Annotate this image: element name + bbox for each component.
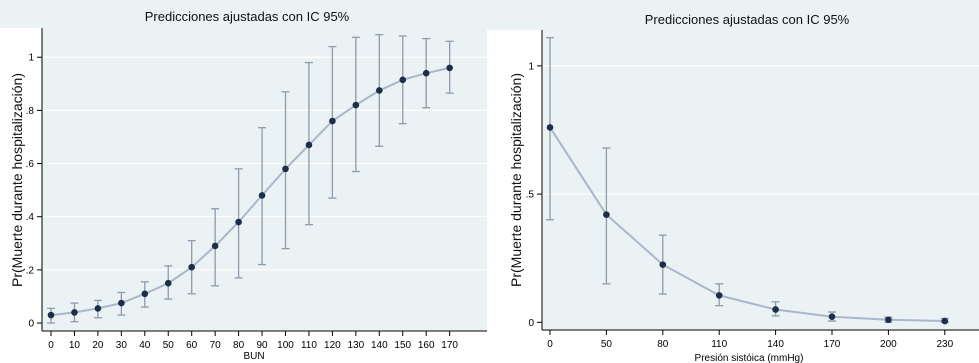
gridlines (542, 65, 979, 195)
x-tick-label: 50 (601, 339, 613, 350)
data-point (71, 309, 78, 316)
data-point (235, 218, 242, 226)
x-tick-label: 70 (210, 340, 222, 351)
x-tick-label: 30 (116, 340, 128, 351)
x-tick-label: 10 (69, 340, 81, 351)
x-tick-label: 140 (767, 339, 784, 350)
data-point (329, 117, 336, 125)
x-tick-label: 160 (418, 340, 435, 351)
y-ticks: 0.51 (526, 61, 542, 329)
data-point (603, 211, 610, 218)
x-tick-label: 230 (936, 339, 953, 350)
x-tick-label: 80 (657, 339, 669, 350)
chart-bun-svg: 0 .2 .4 .6 .8 1 0 10 20 30 40 50 60 70 80 90 100 110 120 1… (0, 0, 487, 362)
data-point (885, 316, 892, 324)
x-tick-label: 170 (441, 340, 458, 351)
data-point (118, 299, 125, 307)
data-point (211, 242, 219, 250)
data-point (305, 141, 313, 149)
x-tick-label: 140 (371, 340, 388, 351)
chart-title: Predicciones ajustadas con IC 95% (145, 9, 350, 24)
x-tick-label: 0 (48, 340, 54, 351)
plot-area (542, 30, 979, 330)
y-tick-label: .6 (26, 159, 35, 170)
x-ticks: 0 10 20 30 40 50 60 70 80 90 100 110 120 130 140 150 160… (48, 331, 458, 351)
data-point (546, 124, 554, 131)
data-point (659, 261, 667, 268)
fit-line (50, 66, 450, 317)
data-point (282, 165, 289, 173)
y-tick-label: 0 (28, 319, 34, 330)
x-tick-label: 120 (324, 340, 341, 351)
data-point (399, 76, 407, 84)
x-ticks: 0 50 80 110 140 170 200 230 (547, 330, 954, 350)
y-tick-label: .4 (26, 212, 35, 223)
data-point (47, 311, 55, 319)
y-tick-label: 1 (28, 53, 34, 64)
x-tick-label: 60 (186, 340, 198, 351)
predicted-points (47, 64, 453, 319)
data-point (941, 317, 949, 325)
x-tick-label: 80 (233, 340, 245, 351)
data-point (141, 290, 149, 298)
data-point (94, 305, 102, 312)
x-axis-title: Presión sistóica (mmHg) (695, 353, 804, 363)
y-tick-label: 0 (528, 318, 534, 329)
data-point (164, 279, 172, 287)
confidence-intervals (47, 33, 454, 324)
data-point (772, 306, 779, 313)
x-tick-label: 20 (92, 340, 104, 351)
x-tick-label: 200 (880, 339, 897, 350)
data-point (258, 192, 266, 199)
title-band (0, 0, 487, 28)
fit-line (549, 126, 945, 322)
data-point (715, 292, 723, 299)
x-tick-label: 110 (301, 340, 317, 351)
y-tick-label: .2 (26, 265, 35, 276)
predicted-points (546, 124, 949, 325)
x-tick-label: 110 (711, 339, 727, 350)
chart-panel-bun: 0 .2 .4 .6 .8 1 0 10 20 30 40 50 60 70 80 90 100 110 120 1… (0, 0, 487, 363)
data-point (188, 263, 195, 271)
data-point (352, 101, 360, 109)
x-tick-label: 170 (824, 339, 841, 350)
x-tick-label: 40 (139, 340, 151, 351)
data-point (422, 69, 430, 77)
data-point (446, 64, 453, 72)
x-tick-label: 50 (163, 340, 175, 351)
y-tick-label: 1 (528, 61, 534, 72)
data-point (828, 313, 836, 320)
chart-title: Predicciones ajustadas con IC 95% (645, 12, 850, 27)
chart-systolic-svg: 0.51 0 50 80 110 140 170 200 230 Predicciones a… (487, 0, 979, 363)
data-point (376, 87, 383, 94)
title-band (487, 0, 979, 30)
x-tick-label: 130 (348, 340, 365, 351)
y-axis-title: Pr(Muerte durante hospitalización) (9, 73, 25, 287)
x-tick-label: 0 (547, 339, 553, 350)
y-ticks: 0 .2 .4 .6 .8 1 (26, 53, 42, 330)
gridlines (42, 56, 487, 271)
x-axis-title: BUN (243, 351, 264, 362)
x-tick-label: 90 (256, 340, 268, 351)
x-tick-label: 150 (394, 340, 411, 351)
x-tick-label: 100 (277, 340, 294, 351)
y-axis-title: Pr(Muerte durante hospitalización) (508, 73, 524, 287)
y-tick-label: .5 (526, 190, 535, 201)
plot-area (42, 28, 487, 331)
y-tick-label: .8 (26, 106, 35, 117)
chart-panel-systolic: 0.5 1 0 50 80 110 140 170 200 230 Predicciones a… (487, 0, 979, 363)
